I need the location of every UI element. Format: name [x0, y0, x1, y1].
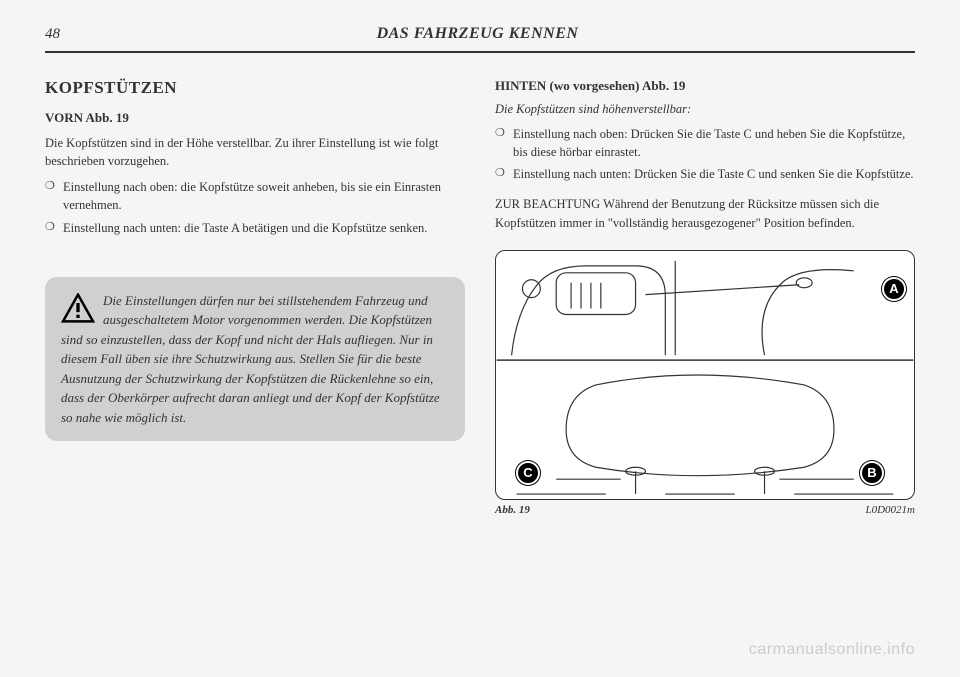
watermark: carmanualsonline.info	[749, 641, 915, 659]
rear-subtitle: HINTEN (wo vorgesehen) Abb. 19	[495, 78, 915, 94]
note-text: ZUR BEACHTUNG Während der Benutzung der …	[495, 195, 915, 231]
label-c: C	[516, 461, 540, 485]
right-column: HINTEN (wo vorgesehen) Abb. 19 Die Kopfs…	[495, 78, 915, 516]
front-intro: Die Kopfstützen sind in der Höhe verstel…	[45, 134, 465, 170]
rear-bullets: Einstellung nach oben: Drücken Sie die T…	[495, 125, 915, 183]
figure-code: L0D0021m	[865, 504, 915, 516]
warning-triangle-icon	[61, 293, 95, 323]
figure-number: Abb. 19	[495, 504, 530, 516]
bullet-item: Einstellung nach oben: Drücken Sie die T…	[495, 125, 915, 161]
header-divider	[45, 51, 915, 53]
figure-19: A B C	[495, 250, 915, 500]
label-b: B	[860, 461, 884, 485]
bullet-item: Einstellung nach unten: Drücken Sie die …	[495, 165, 915, 183]
front-subtitle: VORN Abb. 19	[45, 110, 465, 126]
figure-caption: Abb. 19 L0D0021m	[495, 504, 915, 516]
header-title: DAS FAHRZEUG KENNEN	[377, 25, 579, 43]
warning-text: Die Einstellungen dürfen nur bei stillst…	[61, 293, 440, 425]
page-header: 48 DAS FAHRZEUG KENNEN	[45, 25, 915, 43]
front-bullets: Einstellung nach oben: die Kopfstütze so…	[45, 178, 465, 236]
rear-intro: Die Kopfstützen sind höhenverstellbar:	[495, 102, 915, 117]
page-number: 48	[45, 26, 60, 43]
warning-box: Die Einstellungen dürfen nur bei stillst…	[45, 277, 465, 442]
headrest-diagram	[496, 251, 914, 499]
left-column: KOPFSTÜTZEN VORN Abb. 19 Die Kopfstützen…	[45, 78, 465, 516]
section-title: KOPFSTÜTZEN	[45, 78, 465, 98]
bullet-item: Einstellung nach oben: die Kopfstütze so…	[45, 178, 465, 214]
bullet-item: Einstellung nach unten: die Taste A betä…	[45, 219, 465, 237]
label-a: A	[882, 277, 906, 301]
content-columns: KOPFSTÜTZEN VORN Abb. 19 Die Kopfstützen…	[45, 78, 915, 516]
